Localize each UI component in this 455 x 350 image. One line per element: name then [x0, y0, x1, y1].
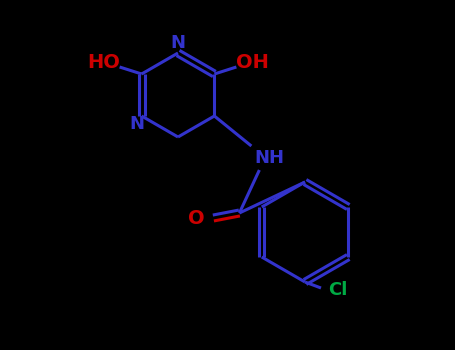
Text: N: N	[171, 34, 186, 52]
Text: Cl: Cl	[329, 281, 348, 299]
Text: N: N	[129, 115, 144, 133]
Text: OH: OH	[236, 52, 269, 71]
Text: O: O	[188, 209, 205, 228]
Text: NH: NH	[254, 149, 284, 167]
Text: HO: HO	[87, 52, 120, 71]
